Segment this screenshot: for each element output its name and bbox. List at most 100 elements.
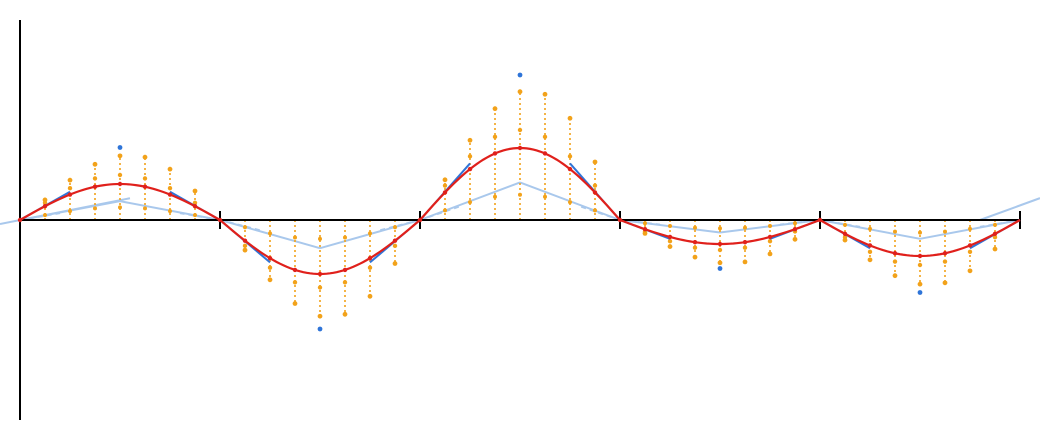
curve-sample-point bbox=[167, 192, 173, 197]
curve-sample-point bbox=[942, 251, 948, 256]
curve-sample-point bbox=[567, 166, 573, 172]
stem-base bbox=[143, 206, 147, 211]
stem-base bbox=[318, 236, 322, 241]
curve-sample-point bbox=[517, 145, 523, 151]
stem-mid bbox=[242, 243, 248, 249]
curve-sample-point bbox=[442, 190, 448, 195]
tangent-light-line bbox=[979, 197, 1040, 221]
stem-base bbox=[518, 192, 522, 197]
stem-base bbox=[468, 200, 472, 205]
curve-sample-point bbox=[42, 204, 48, 209]
curve-sample-point bbox=[867, 243, 873, 248]
stem-tip bbox=[742, 259, 748, 265]
curve-sample-point bbox=[142, 184, 148, 189]
stem-mid bbox=[942, 259, 948, 264]
curve-sample-point bbox=[67, 192, 73, 197]
stem-tip bbox=[667, 244, 673, 249]
curve-sample-point bbox=[317, 271, 323, 277]
knot-point bbox=[417, 217, 423, 223]
stem-tip bbox=[67, 177, 73, 183]
curve-sample-point bbox=[992, 231, 998, 236]
stem-mid bbox=[367, 265, 373, 270]
knot-point bbox=[617, 217, 623, 223]
stem-base bbox=[868, 226, 872, 231]
stem-mid bbox=[592, 183, 598, 188]
stem-tip bbox=[992, 246, 998, 252]
stem-base bbox=[268, 231, 272, 236]
stem-mid bbox=[917, 262, 923, 268]
stem-mid bbox=[267, 265, 273, 270]
stem-base bbox=[893, 229, 897, 234]
stem-mid bbox=[517, 127, 523, 133]
stem-mid bbox=[142, 176, 148, 181]
stem-base bbox=[743, 225, 747, 230]
stem-mid bbox=[317, 285, 323, 290]
stem-tip bbox=[567, 115, 573, 121]
axes-layer bbox=[19, 20, 1021, 420]
stem-tip bbox=[517, 89, 523, 95]
curve-sample-point bbox=[842, 231, 848, 236]
curve-sample-point bbox=[892, 251, 898, 256]
stem-base bbox=[718, 226, 722, 231]
stem-tip bbox=[342, 311, 348, 317]
curve-sample-point bbox=[467, 166, 473, 172]
stem-base bbox=[193, 213, 197, 218]
stem-mid bbox=[167, 185, 173, 191]
stem-base bbox=[568, 200, 572, 205]
stem-mid bbox=[542, 134, 548, 140]
curve-sample-point bbox=[792, 226, 798, 232]
tangent-light-layer bbox=[0, 181, 1040, 250]
stem-tip bbox=[917, 281, 923, 287]
stem-mid bbox=[392, 243, 398, 249]
stem-mid bbox=[42, 200, 48, 205]
stem-base bbox=[793, 221, 797, 226]
curve-sample-point bbox=[642, 226, 648, 232]
stem-tip bbox=[792, 236, 798, 242]
stem-mid bbox=[742, 245, 748, 250]
stem-tip bbox=[867, 257, 873, 263]
stem-mid bbox=[867, 249, 873, 255]
knot-point bbox=[817, 217, 823, 223]
curve-sample-point bbox=[917, 253, 923, 259]
control-point bbox=[917, 290, 923, 295]
stem-tip bbox=[142, 154, 148, 160]
knot-point bbox=[217, 217, 223, 223]
curve-sample-point bbox=[717, 241, 723, 247]
stem-tip bbox=[317, 313, 323, 319]
control-point bbox=[717, 266, 723, 271]
stem-mid bbox=[292, 280, 298, 285]
stem-mid bbox=[92, 176, 98, 181]
stem-tip bbox=[92, 161, 98, 167]
stem-tip bbox=[167, 166, 173, 172]
stem-base bbox=[993, 222, 997, 227]
stem-tip bbox=[717, 260, 723, 266]
curve-sample-point bbox=[342, 267, 348, 273]
stem-tip bbox=[892, 273, 898, 279]
curve-sample-point bbox=[767, 234, 773, 240]
stem-mid bbox=[967, 249, 973, 255]
stem-mid bbox=[567, 154, 573, 159]
stem-base bbox=[768, 223, 772, 228]
stem-tip bbox=[692, 254, 698, 260]
stem-base bbox=[118, 205, 122, 210]
stem-base bbox=[918, 230, 922, 235]
stem-tip bbox=[767, 251, 773, 257]
stem-mid bbox=[342, 280, 348, 285]
curve-sample-point bbox=[192, 204, 198, 209]
stem-tip bbox=[442, 177, 448, 183]
stem-mid bbox=[192, 200, 198, 205]
sample-stems-layer bbox=[42, 89, 998, 319]
stem-base bbox=[43, 213, 47, 218]
stem-mid bbox=[717, 247, 723, 253]
stem-mid bbox=[467, 154, 473, 159]
stem-tip bbox=[942, 280, 948, 286]
knot-point bbox=[17, 217, 23, 223]
stem-tip bbox=[542, 91, 548, 97]
curve-sample-point bbox=[692, 239, 698, 245]
stem-base bbox=[643, 221, 647, 226]
curve-sample-point bbox=[392, 238, 398, 243]
stem-base bbox=[968, 226, 972, 231]
stem-mid bbox=[842, 235, 848, 240]
stem-tip bbox=[392, 261, 398, 266]
